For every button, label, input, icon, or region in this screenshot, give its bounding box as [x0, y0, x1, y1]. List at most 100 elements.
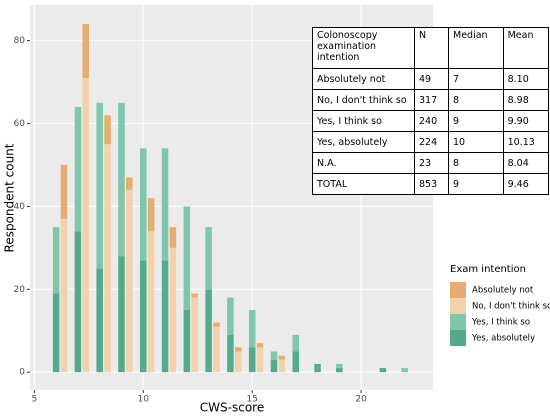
bar-segment	[205, 227, 212, 290]
bar-segment	[314, 363, 321, 373]
table-cell: TOTAL	[312, 173, 415, 195]
x-axis-title: CWS-score	[200, 401, 264, 415]
legend-title: Exam intention	[450, 264, 526, 275]
table-cell: 853	[413, 173, 450, 195]
bar-segment	[126, 189, 133, 373]
bar-segment	[205, 289, 212, 373]
table-row: Colonoscopy examination intention N Median…	[312, 27, 550, 69]
bar-segment	[213, 326, 220, 373]
bar-segment	[401, 368, 408, 373]
legend-key	[450, 314, 466, 330]
legend-label: Yes, I think so	[471, 318, 530, 328]
bar-segment	[278, 359, 286, 373]
bar-segment	[256, 343, 264, 348]
bar-segment	[256, 347, 264, 373]
bar-segment	[278, 355, 286, 360]
bar-segment	[118, 256, 125, 373]
legend-key	[450, 298, 466, 314]
legend-key	[450, 330, 466, 346]
x-tick-label: 5	[31, 395, 37, 405]
table-cell: 49	[413, 68, 450, 90]
bar-segment	[169, 247, 177, 373]
bar-segment	[126, 177, 133, 190]
bar-segment	[169, 227, 177, 248]
bar-segment	[234, 351, 242, 373]
bar-segment	[82, 77, 90, 373]
bar-segment	[227, 297, 234, 335]
bar-segment	[147, 198, 155, 232]
table-cell: Median	[448, 27, 504, 69]
bar-segment	[292, 351, 300, 373]
table-row: Absolutely not 49 7 8.10	[312, 68, 550, 90]
bar-segment	[161, 260, 169, 373]
bar-segment	[60, 218, 68, 373]
table-cell: 9	[448, 110, 504, 132]
bar-segment	[183, 206, 191, 311]
table-cell: Yes, absolutely	[312, 131, 415, 153]
bar-segment	[74, 106, 82, 232]
table-cell: 8	[448, 89, 504, 111]
x-tick-label: 10	[138, 395, 150, 405]
table-row: N.A. 23 8 8.04	[312, 152, 550, 174]
table-row: TOTAL 853 9 9.46	[312, 173, 550, 195]
table-row: Yes, absolutely 224 10 10.13	[312, 131, 550, 153]
bar-segment	[213, 322, 220, 327]
bar-segment	[248, 310, 256, 348]
x-tick-label: 15	[246, 395, 257, 405]
table-cell: 240	[413, 110, 450, 132]
table-cell: 23	[413, 152, 450, 174]
table-cell: Absolutely not	[312, 68, 415, 90]
bar-segment	[147, 231, 155, 373]
bar-segment	[96, 102, 103, 269]
table-cell: No, I don't think so	[312, 89, 415, 111]
bar-segment	[336, 368, 343, 373]
bar-segment	[140, 148, 147, 261]
legend-label: Yes, absolutely	[471, 334, 535, 344]
bar-segment	[52, 227, 60, 294]
table-cell: 224	[413, 131, 450, 153]
table-cell: Colonoscopy examination intention	[312, 27, 415, 69]
x-tick-label: 20	[355, 395, 367, 405]
y-axis-title: Respondent count	[3, 143, 17, 252]
bar-segment	[248, 347, 256, 373]
bar-segment	[183, 310, 191, 373]
bar-segment	[336, 363, 343, 369]
legend-label: Absolutely not	[472, 286, 534, 296]
y-tick-label: 20	[14, 285, 26, 295]
table-cell: 8.10	[502, 68, 550, 90]
table-cell: 10	[448, 131, 504, 153]
bar-segment	[74, 231, 82, 373]
table-cell: 7	[448, 68, 504, 90]
y-tick-label: 80	[14, 36, 26, 46]
bar-segment	[104, 144, 111, 373]
bar-segment	[227, 334, 234, 373]
table-cell: 10.13	[502, 131, 550, 153]
bar-segment	[379, 368, 387, 373]
bar-segment	[118, 102, 125, 257]
table-cell: N	[413, 27, 450, 69]
table-cell: 8	[448, 152, 504, 174]
table-cell: 9	[448, 173, 504, 195]
bar-segment	[140, 260, 147, 373]
legend-key	[450, 282, 466, 298]
table-row: No, I don't think so 317 8 8.98	[312, 89, 550, 111]
table-cell: 317	[413, 89, 450, 111]
table-cell: Mean	[502, 27, 550, 69]
table-cell: 8.04	[502, 152, 550, 174]
bar-segment	[60, 164, 68, 219]
summary-table: Colonoscopy examination intention N Median…	[312, 27, 550, 195]
table-cell: 9.90	[502, 110, 550, 132]
bar-segment	[270, 359, 278, 373]
bar-segment	[191, 293, 198, 298]
y-tick-label: 40	[14, 202, 26, 212]
bar-segment	[292, 334, 300, 352]
bar-segment	[234, 347, 242, 352]
table-cell: 9.46	[502, 173, 550, 195]
y-tick-label: 0	[19, 368, 25, 378]
bar-segment	[104, 115, 111, 145]
table-cell: 8.98	[502, 89, 550, 111]
table-cell: N.A.	[312, 152, 415, 174]
bar-segment	[82, 24, 90, 78]
table-cell: Yes, I think so	[312, 110, 415, 132]
